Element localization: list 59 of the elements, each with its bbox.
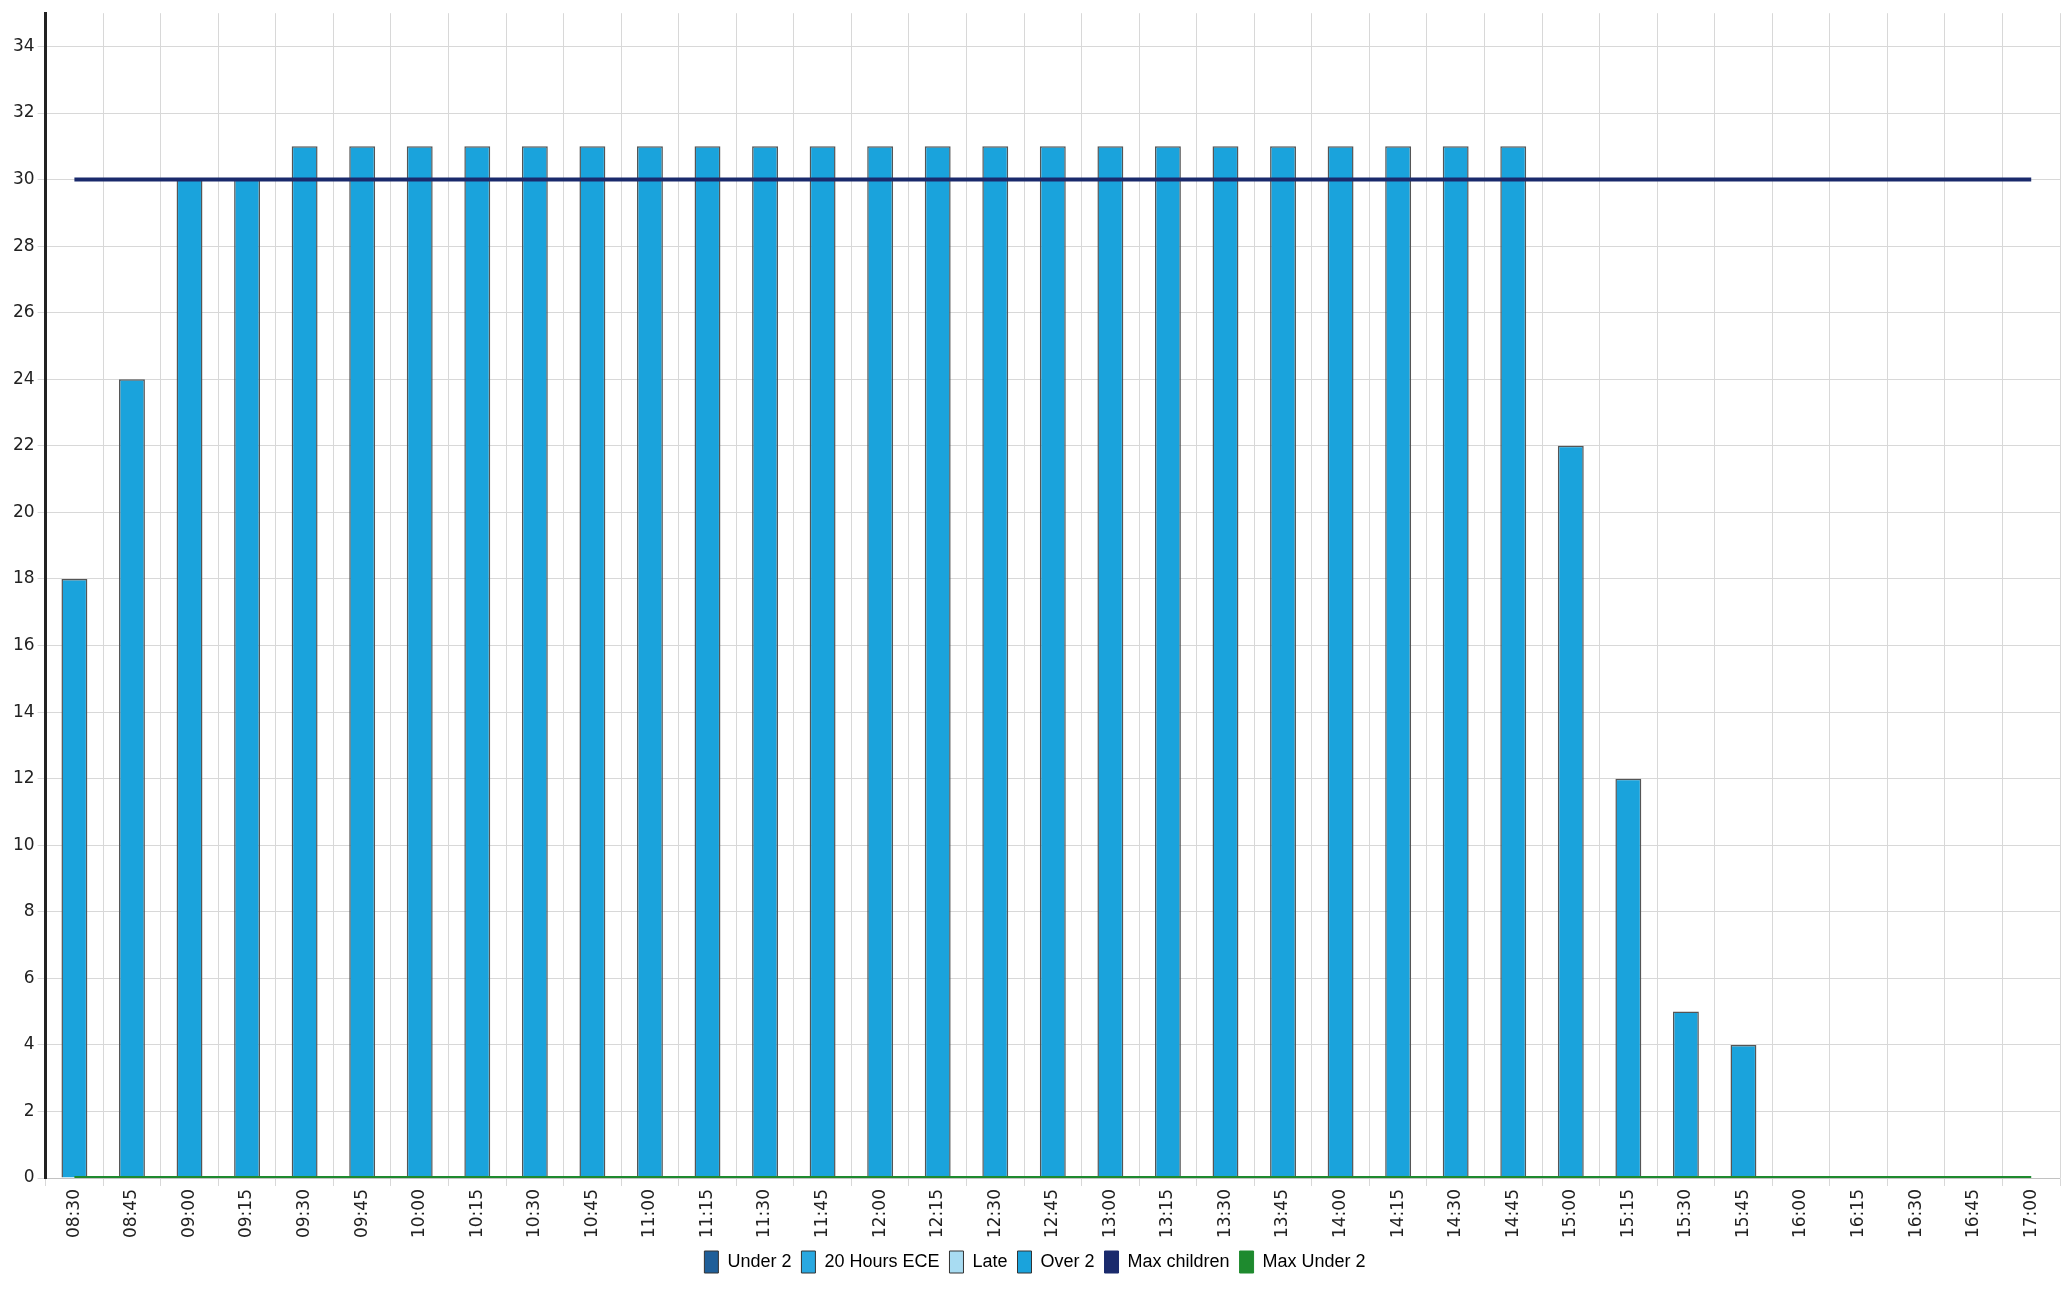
y-tick-label: 18 xyxy=(12,567,35,588)
x-tick-label: 14:15 xyxy=(1386,1189,1407,1239)
x-tick-label: 10:15 xyxy=(465,1189,486,1239)
legend-label: Under 2 xyxy=(727,1250,792,1271)
y-tick-label: 12 xyxy=(12,767,35,788)
y-tick-label: 14 xyxy=(12,700,35,721)
x-tick-label: 13:00 xyxy=(1098,1189,1119,1239)
x-tick-label: 10:30 xyxy=(523,1189,544,1239)
y-tick-label: 26 xyxy=(12,301,35,322)
x-tick-label: 14:00 xyxy=(1329,1189,1349,1239)
legend-label: Max children xyxy=(1127,1250,1230,1271)
y-tick-label: 22 xyxy=(12,434,35,455)
x-tick-label: 14:30 xyxy=(1444,1189,1465,1239)
y-tick-label: 20 xyxy=(12,500,35,521)
y-tick-label: 6 xyxy=(23,966,35,987)
x-tick-label: 16:30 xyxy=(1904,1189,1925,1239)
y-tick-label: 32 xyxy=(12,101,35,122)
y-tick-label: 10 xyxy=(12,833,35,854)
x-tick-label: 09:15 xyxy=(235,1189,256,1239)
x-tick-label: 11:30 xyxy=(753,1189,774,1239)
x-tick-label: 12:15 xyxy=(926,1189,947,1239)
x-tick-label: 10:00 xyxy=(408,1189,429,1239)
y-tick-label: 16 xyxy=(12,633,35,654)
x-tick-label: 08:30 xyxy=(62,1189,83,1239)
y-tick-label: 30 xyxy=(12,168,35,189)
x-tick-label: 12:30 xyxy=(983,1189,1004,1239)
x-tick-label: 15:30 xyxy=(1674,1189,1695,1239)
x-tick-label: 15:15 xyxy=(1616,1189,1637,1239)
x-tick-label: 15:45 xyxy=(1731,1189,1752,1239)
x-tick-label: 11:45 xyxy=(811,1189,832,1239)
x-tick-label: 09:00 xyxy=(177,1189,198,1239)
x-tick-label: 11:15 xyxy=(695,1189,716,1239)
y-tick-label: 4 xyxy=(23,1033,35,1054)
legend-label: Max Under 2 xyxy=(1262,1250,1366,1271)
x-tick-label: 17:00 xyxy=(2019,1189,2040,1239)
x-tick-label: 13:30 xyxy=(1213,1189,1234,1239)
x-tick-label: 16:45 xyxy=(1962,1189,1983,1239)
y-tick-label: 34 xyxy=(12,34,35,55)
y-tick-label: 24 xyxy=(12,367,35,388)
x-tick-label: 15:00 xyxy=(1559,1189,1580,1239)
legend-label: Over 2 xyxy=(1040,1250,1095,1271)
x-tick-label: 16:00 xyxy=(1789,1189,1810,1239)
y-tick-label: 8 xyxy=(23,900,35,921)
x-tick-label: 08:45 xyxy=(120,1189,141,1239)
x-tick-label: 14:45 xyxy=(1501,1189,1522,1239)
x-tick-label: 09:45 xyxy=(350,1189,371,1239)
legend-label: 20 Hours ECE xyxy=(824,1250,940,1271)
y-tick-label: 0 xyxy=(23,1166,35,1187)
x-tick-label: 12:00 xyxy=(868,1189,889,1239)
y-tick-label: 2 xyxy=(23,1099,35,1120)
x-tick-label: 13:15 xyxy=(1156,1189,1177,1239)
x-tick-label: 13:45 xyxy=(1271,1189,1292,1239)
x-tick-label: 09:30 xyxy=(293,1189,314,1239)
y-tick-label: 28 xyxy=(12,234,35,255)
x-tick-label: 16:15 xyxy=(1846,1189,1867,1239)
x-tick-label: 11:00 xyxy=(638,1189,659,1239)
legend-label: Late xyxy=(972,1250,1008,1271)
x-tick-label: 12:45 xyxy=(1041,1189,1062,1239)
x-tick-label: 10:45 xyxy=(580,1189,601,1239)
